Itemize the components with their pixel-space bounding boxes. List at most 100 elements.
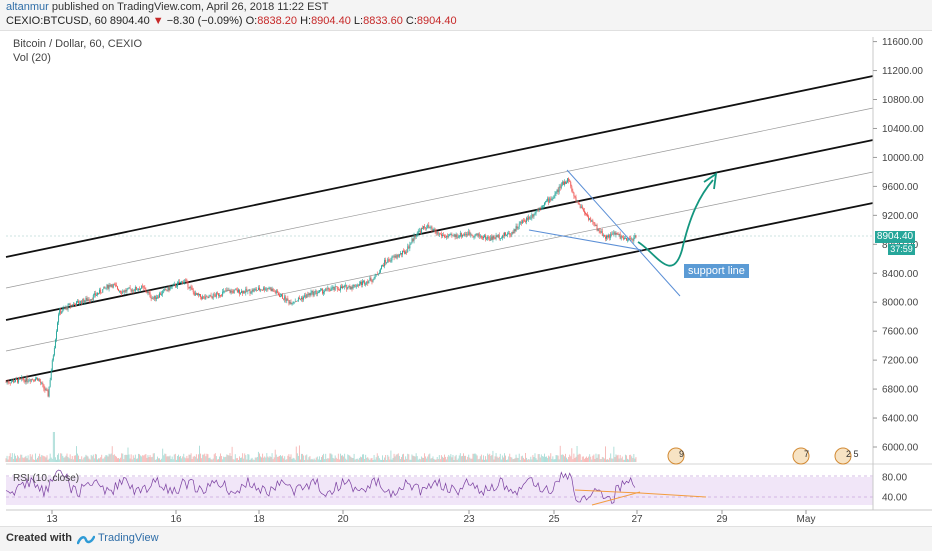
volume-bar (105, 455, 107, 462)
volume-bar (46, 455, 48, 462)
volume-bar (355, 458, 357, 462)
volume-bar (123, 459, 125, 462)
candle-body (182, 281, 184, 284)
candle-body (80, 300, 82, 304)
candle-body (121, 292, 123, 294)
volume-bar (41, 455, 43, 462)
tradingview-brand-link[interactable]: TradingView (98, 532, 159, 544)
channel-inner-upper-line (5, 107, 874, 289)
volume-bar (71, 456, 73, 462)
volume-bar (12, 458, 14, 462)
candle-body (266, 288, 268, 290)
low-label: L: (353, 15, 364, 27)
volume-bar (379, 459, 381, 462)
candle-body (173, 284, 175, 285)
volume-bar (148, 457, 150, 462)
candle-body (513, 229, 515, 234)
volume-bar (348, 455, 350, 462)
candle-body (302, 297, 304, 300)
candle-body (92, 294, 94, 300)
candle-body (46, 389, 48, 391)
volume-bar (69, 454, 71, 462)
candle-body (87, 299, 89, 301)
candle-body (296, 300, 298, 302)
volume-bar (403, 453, 404, 462)
support-line-label[interactable]: support line (684, 264, 749, 278)
candle-body (610, 233, 612, 238)
candle-body (509, 233, 511, 235)
candle-body (106, 284, 108, 288)
candle-body (45, 389, 47, 391)
candle-body (611, 233, 613, 235)
event-badge-label: 2 5 (846, 449, 859, 459)
volume-bar (129, 458, 131, 462)
volume-bar (460, 456, 462, 462)
volume-bar (529, 459, 531, 462)
volume-bar (470, 458, 472, 462)
candle-body (620, 235, 622, 239)
candle-body (592, 220, 594, 223)
candle-body (432, 229, 434, 231)
volume-bar (24, 456, 26, 462)
candle-body (623, 238, 625, 240)
candle-body (335, 286, 337, 288)
volume-bar (579, 454, 581, 462)
author-link[interactable]: altanmur (6, 1, 49, 13)
rsi-tick-label: 40.00 (882, 493, 907, 504)
volume-bar (490, 455, 492, 462)
candle-body (596, 224, 598, 231)
volume-bar (160, 459, 162, 462)
candle-body (216, 292, 218, 294)
volume-bar (570, 456, 572, 462)
candle-body (57, 322, 58, 332)
candle-body (330, 289, 332, 291)
volume-bar (612, 458, 614, 462)
candle-body (374, 274, 376, 279)
candle-body (254, 289, 256, 290)
volume-bar (427, 456, 429, 462)
candle-body (65, 306, 67, 309)
volume-bar (175, 459, 177, 462)
event-badge (667, 447, 685, 465)
volume-bar (44, 456, 46, 462)
candle-body (146, 291, 148, 294)
volume-bar (349, 455, 351, 462)
candle-body (316, 292, 318, 294)
candle-body (588, 216, 590, 220)
volume-bar (437, 459, 439, 462)
candle-body (31, 378, 33, 380)
candle-body (78, 301, 80, 304)
volume-bar (341, 455, 342, 462)
volume-bar (248, 454, 250, 462)
y-tick-label: 10400.00 (882, 124, 924, 135)
volume-bar (222, 459, 224, 462)
volume-bar (374, 459, 376, 462)
volume-bar (284, 456, 286, 462)
candle-body (332, 286, 334, 288)
volume-bar (308, 457, 310, 462)
candle-body (586, 214, 587, 215)
candle-body (168, 286, 170, 291)
candle-body (508, 233, 510, 234)
volume-bar (400, 456, 402, 462)
volume-bar (283, 458, 285, 462)
volume-bar (62, 455, 64, 462)
candle-body (298, 297, 300, 299)
volume-bar (441, 456, 443, 462)
footer-bar: Created with TradingView (0, 526, 932, 551)
candle-body (228, 289, 230, 291)
candle-body (346, 285, 348, 290)
y-tick-label: 8000.00 (882, 298, 919, 309)
candle-body (122, 291, 124, 294)
y-tick-label: 11600.00 (882, 37, 923, 48)
candle-body (572, 190, 574, 193)
volume-bar (16, 458, 17, 462)
volume-bar (253, 459, 255, 462)
volume-bar (534, 453, 536, 462)
volume-bar (103, 458, 105, 462)
candle-body (448, 234, 450, 238)
candle-body (524, 220, 525, 222)
volume-bar (8, 456, 10, 462)
candle-body (407, 246, 409, 253)
